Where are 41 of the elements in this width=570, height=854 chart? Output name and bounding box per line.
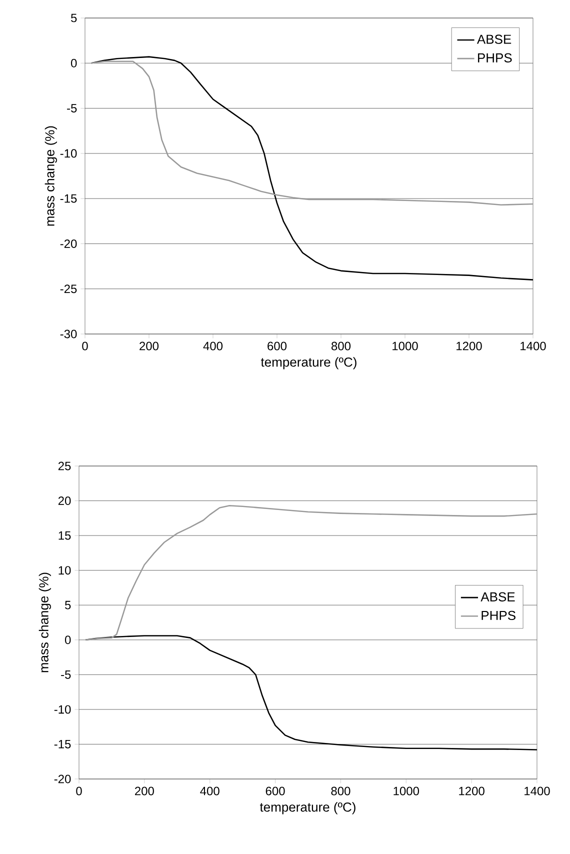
y-tick-label: -10 bbox=[54, 705, 71, 714]
y-tick-label: 0 bbox=[64, 636, 71, 644]
y-axis-title: mass change (%) bbox=[38, 572, 51, 672]
y-tick-label: 0 bbox=[70, 58, 77, 68]
x-tick-label: 600 bbox=[268, 342, 287, 350]
x-tick-label: 1000 bbox=[392, 342, 418, 350]
y-tick-label: -15 bbox=[60, 194, 77, 203]
legend-label: ABSE bbox=[480, 592, 515, 602]
x-tick-label: 400 bbox=[203, 342, 223, 350]
x-tick-label: 800 bbox=[332, 342, 351, 350]
y-tick-label: -15 bbox=[54, 740, 71, 748]
y-tick-label: 5 bbox=[65, 600, 71, 610]
x-tick-label: 400 bbox=[200, 786, 220, 796]
y-tick-label: -10 bbox=[60, 149, 77, 158]
y-tick-label: -25 bbox=[60, 284, 77, 294]
y-tick-label: -20 bbox=[54, 774, 71, 784]
y-tick-label: 5 bbox=[71, 14, 77, 22]
y-tick-label: 10 bbox=[58, 566, 71, 575]
y-tick-label: -5 bbox=[67, 104, 77, 112]
x-tick-label: 200 bbox=[135, 786, 154, 796]
legend-label: ABSE bbox=[476, 34, 512, 44]
x-tick-label: 1200 bbox=[456, 342, 482, 350]
x-tick-label: 1400 bbox=[524, 786, 550, 796]
y-tick-label: 15 bbox=[58, 531, 71, 540]
x-tick-label: 1400 bbox=[520, 342, 546, 350]
x-axis-title: temperature (ºC) bbox=[260, 802, 356, 814]
y-tick-label: -5 bbox=[61, 670, 71, 679]
y-tick-label: -20 bbox=[60, 239, 77, 248]
y-tick-label: 25 bbox=[58, 462, 71, 470]
y-axis-title: mass change (%) bbox=[44, 126, 57, 226]
y-tick-label: 20 bbox=[58, 496, 71, 506]
x-axis-title: temperature (ºC) bbox=[260, 357, 356, 370]
legend-label: PHPS bbox=[482, 610, 516, 620]
x-tick-label: 600 bbox=[266, 786, 285, 796]
x-tick-label: 200 bbox=[140, 342, 159, 350]
x-tick-label: 1000 bbox=[394, 786, 420, 796]
x-tick-label: 1200 bbox=[459, 786, 484, 796]
x-tick-label: 800 bbox=[331, 786, 350, 796]
y-tick-label: -30 bbox=[60, 330, 77, 338]
legend-label: PHPS bbox=[478, 53, 512, 62]
x-tick-label: 0 bbox=[82, 342, 88, 350]
